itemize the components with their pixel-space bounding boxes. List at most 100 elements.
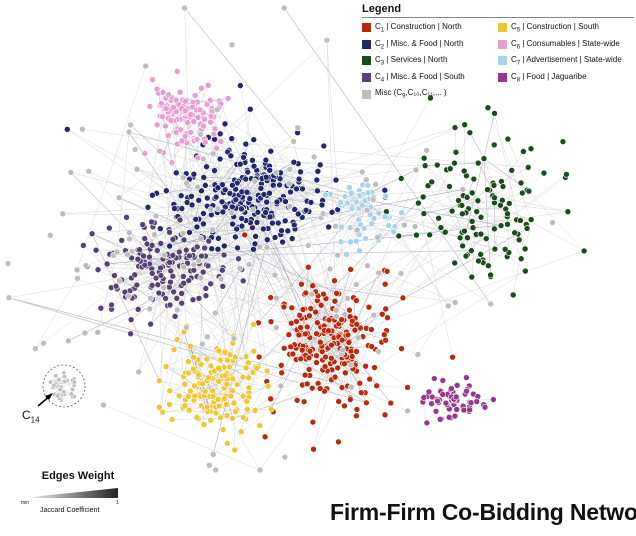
network-node bbox=[342, 369, 349, 377]
network-node bbox=[191, 382, 198, 390]
network-node bbox=[197, 274, 205, 282]
network-edge bbox=[186, 250, 472, 257]
network-node bbox=[168, 159, 176, 166]
network-node bbox=[397, 270, 405, 277]
network-node bbox=[148, 218, 155, 226]
network-node bbox=[271, 271, 279, 279]
network-edge bbox=[220, 279, 277, 328]
network-node bbox=[214, 245, 222, 253]
network-node bbox=[184, 119, 191, 126]
network-node bbox=[200, 174, 208, 181]
network-node bbox=[229, 203, 236, 211]
network-edge bbox=[524, 219, 532, 249]
network-node bbox=[368, 326, 375, 333]
network-node bbox=[460, 167, 468, 175]
network-node bbox=[251, 240, 259, 248]
legend-item: C2 | Misc. & Food | North bbox=[362, 39, 498, 50]
network-node bbox=[491, 110, 498, 117]
network-node bbox=[223, 412, 231, 419]
network-node bbox=[267, 405, 275, 413]
network-node bbox=[285, 331, 293, 339]
network-node bbox=[218, 198, 226, 206]
network-node bbox=[300, 398, 308, 405]
network-node bbox=[490, 182, 498, 189]
network-node bbox=[187, 343, 194, 350]
network-node bbox=[94, 329, 102, 336]
network-node bbox=[314, 187, 321, 195]
network-node bbox=[140, 252, 147, 260]
network-node bbox=[176, 216, 184, 224]
network-node bbox=[193, 136, 201, 143]
network-node bbox=[222, 372, 229, 379]
network-node bbox=[433, 161, 441, 169]
network-node bbox=[153, 121, 161, 129]
network-node bbox=[485, 262, 492, 270]
network-node bbox=[364, 262, 371, 269]
network-node bbox=[185, 406, 193, 414]
legend-swatch bbox=[362, 39, 371, 49]
network-edge bbox=[245, 161, 426, 166]
network-node bbox=[162, 122, 169, 130]
network-node bbox=[167, 267, 175, 275]
network-node bbox=[308, 384, 316, 392]
network-node bbox=[149, 76, 156, 83]
network-node bbox=[108, 301, 115, 309]
network-node bbox=[490, 141, 498, 149]
network-node bbox=[172, 169, 180, 177]
network-node bbox=[185, 358, 192, 365]
network-node bbox=[310, 153, 318, 161]
network-node bbox=[426, 231, 433, 239]
network-node bbox=[207, 416, 214, 424]
network-edge bbox=[119, 197, 312, 295]
network-node bbox=[227, 152, 235, 160]
network-node bbox=[199, 268, 207, 276]
network-node bbox=[228, 135, 235, 142]
network-node bbox=[276, 181, 283, 189]
network-node bbox=[197, 131, 204, 138]
network-node bbox=[448, 207, 456, 215]
network-node bbox=[221, 348, 229, 356]
network-node bbox=[141, 261, 149, 269]
network-node bbox=[74, 274, 81, 282]
network-node bbox=[169, 235, 177, 243]
network-node bbox=[381, 186, 389, 194]
network-node bbox=[238, 222, 246, 230]
network-node bbox=[219, 426, 227, 433]
network-node bbox=[198, 84, 205, 92]
network-node bbox=[260, 191, 268, 198]
network-node bbox=[177, 192, 185, 199]
network-node bbox=[441, 228, 449, 236]
network-node bbox=[473, 398, 481, 405]
network-node bbox=[220, 242, 228, 250]
network-edge bbox=[190, 346, 217, 349]
network-node bbox=[118, 237, 126, 244]
network-node bbox=[203, 194, 211, 202]
network-node bbox=[517, 255, 525, 263]
network-node bbox=[522, 267, 529, 275]
network-node bbox=[136, 246, 143, 254]
network-node bbox=[59, 210, 67, 218]
network-node bbox=[229, 181, 236, 189]
network-node bbox=[192, 215, 200, 223]
network-node bbox=[353, 348, 360, 355]
network-edge bbox=[482, 232, 515, 261]
network-node bbox=[215, 235, 222, 242]
network-node bbox=[381, 411, 389, 419]
network-node bbox=[227, 392, 235, 400]
network-node bbox=[477, 251, 484, 258]
network-node bbox=[195, 197, 203, 204]
network-node bbox=[287, 343, 295, 351]
network-node bbox=[325, 327, 332, 334]
network-node bbox=[420, 154, 428, 162]
network-node bbox=[239, 414, 247, 421]
network-node bbox=[297, 355, 305, 363]
network-node bbox=[256, 243, 264, 251]
legend: Legend C1 | Construction | North C5 | Con… bbox=[362, 3, 634, 100]
network-node bbox=[134, 255, 142, 263]
network-node bbox=[305, 366, 313, 373]
network-node bbox=[57, 386, 63, 392]
network-node bbox=[186, 229, 193, 236]
network-node bbox=[286, 180, 293, 188]
network-node bbox=[67, 169, 75, 176]
network-node bbox=[185, 277, 193, 284]
